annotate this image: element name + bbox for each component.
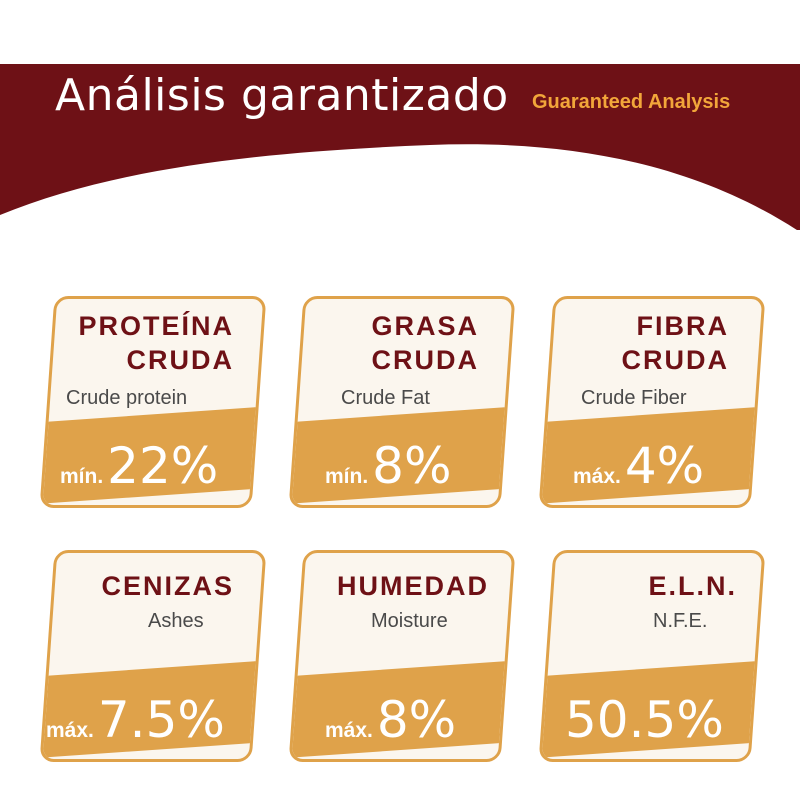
card-qualifier: mín. <box>325 465 369 488</box>
card-value: máx.8% <box>325 691 456 749</box>
card-number: 8% <box>376 691 457 749</box>
card-ashes: CENIZAS Ashes máx.7.5% <box>39 550 267 762</box>
page-title: Análisis garantizado <box>55 70 509 121</box>
card-crude-protein: PROTEÍNA CRUDA Crude protein mín.22% <box>39 296 267 508</box>
card-name: HUMEDAD <box>337 569 489 603</box>
card-value: mín.22% <box>60 437 218 495</box>
card-name-line1: CENIZAS <box>101 571 234 601</box>
card-number: 22% <box>107 437 219 495</box>
card-name: GRASA CRUDA <box>371 309 479 377</box>
card-value: máx.7.5% <box>46 691 225 749</box>
card-english-name: Ashes <box>148 610 204 632</box>
card-english-name: Moisture <box>371 610 448 632</box>
header-band <box>0 64 800 230</box>
card-qualifier: máx. <box>46 719 94 742</box>
card-value: 50.5% <box>561 691 724 749</box>
card-name-line1: FIBRA <box>636 311 730 341</box>
card-english-name: Crude Fat <box>341 387 430 409</box>
card-name-line1: PROTEÍNA <box>78 311 234 341</box>
card-qualifier: máx. <box>573 465 621 488</box>
card-name-line2: CRUDA <box>126 345 235 375</box>
card-nfe: E.L.N. N.F.E. 50.5% <box>538 550 766 762</box>
card-name: FIBRA CRUDA <box>622 309 730 377</box>
card-qualifier: máx. <box>325 719 373 742</box>
card-name: E.L.N. <box>648 569 737 603</box>
card-english-name: N.F.E. <box>653 610 708 632</box>
card-name-line1: GRASA <box>371 311 479 341</box>
card-name: PROTEÍNA CRUDA <box>78 309 234 377</box>
card-crude-fat: GRASA CRUDA Crude Fat mín.8% <box>288 296 516 508</box>
card-moisture: HUMEDAD Moisture máx.8% <box>288 550 516 762</box>
card-english-name: Crude protein <box>66 387 188 409</box>
page-subtitle: Guaranteed Analysis <box>532 91 731 113</box>
card-value: máx.4% <box>573 437 704 495</box>
card-number: 4% <box>624 437 705 495</box>
card-name: CENIZAS <box>101 569 234 603</box>
card-number: 7.5% <box>97 691 225 749</box>
card-name-line1: HUMEDAD <box>337 571 489 601</box>
card-number: 50.5% <box>565 691 724 749</box>
card-qualifier: mín. <box>60 465 104 488</box>
header-banner <box>0 64 800 230</box>
card-value: mín.8% <box>325 437 452 495</box>
card-number: 8% <box>372 437 452 495</box>
card-english-name: Crude Fiber <box>581 387 687 409</box>
card-name-line1: E.L.N. <box>648 571 737 601</box>
card-name-line2: CRUDA <box>371 345 480 375</box>
card-crude-fiber: FIBRA CRUDA Crude Fiber máx.4% <box>538 296 766 508</box>
card-name-line2: CRUDA <box>621 345 730 375</box>
